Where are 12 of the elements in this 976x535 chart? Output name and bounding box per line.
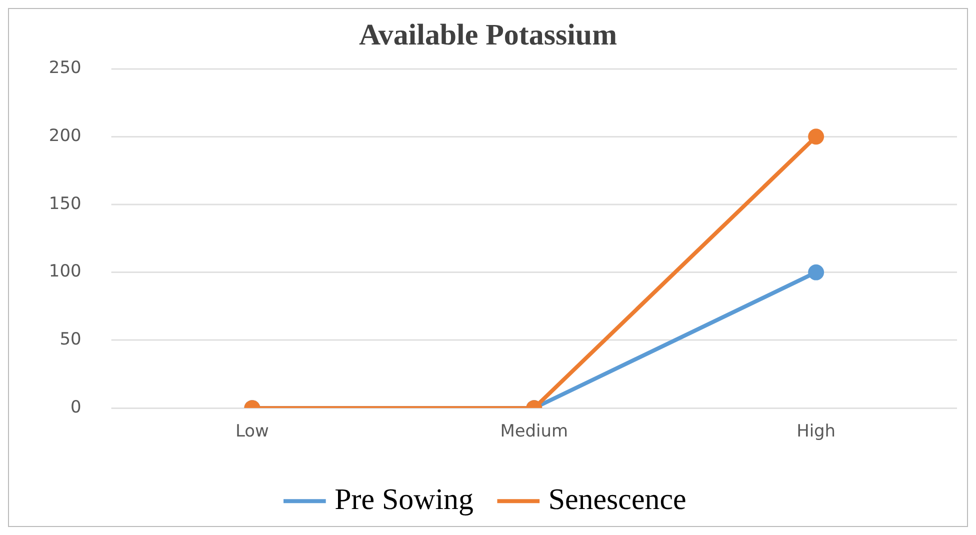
y-tick-label: 50 bbox=[60, 328, 82, 349]
y-tick-label: 150 bbox=[48, 192, 82, 213]
y-tick-label: 250 bbox=[48, 57, 82, 78]
x-tick-label: High bbox=[796, 420, 836, 441]
x-tick-label: Medium bbox=[500, 420, 568, 441]
legend-label: Pre Sowing bbox=[334, 482, 474, 516]
y-tick-label: 0 bbox=[70, 396, 82, 416]
chart-title: Available Potassium bbox=[358, 18, 618, 52]
legend-label: Senescence bbox=[548, 482, 686, 516]
x-tick-label: Low bbox=[236, 420, 270, 441]
y-tick-label: 100 bbox=[48, 260, 82, 281]
y-tick-label: 200 bbox=[48, 125, 82, 146]
